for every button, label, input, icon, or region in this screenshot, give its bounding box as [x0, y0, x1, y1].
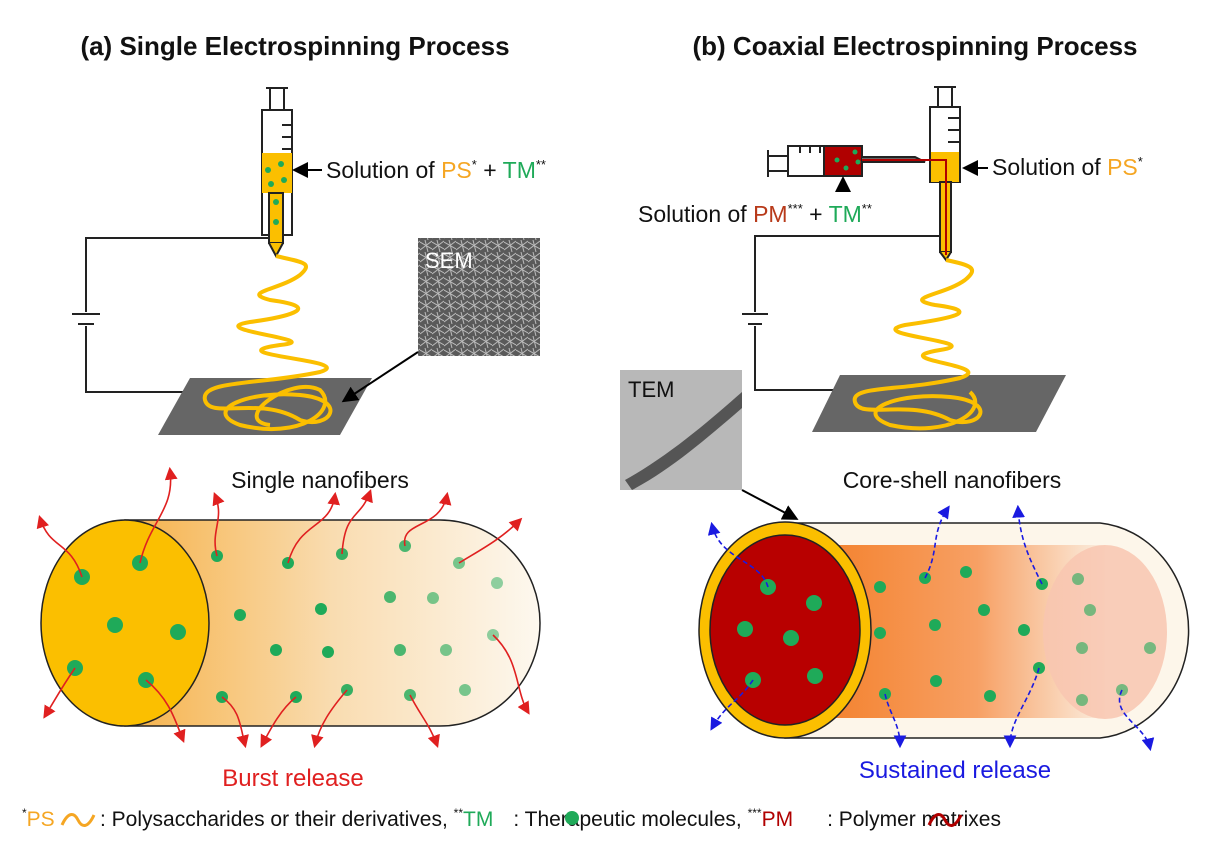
- burst-release-label: Burst release: [222, 765, 363, 792]
- circuit-b: [742, 235, 940, 391]
- tm-dot-icon: [565, 811, 579, 825]
- arrow: [341, 351, 419, 403]
- panel-b-title: (b) Coaxial Electrospinning Process: [693, 31, 1138, 61]
- tem-fiber: [625, 392, 742, 490]
- core-needle: [862, 159, 947, 255]
- sem-label: SEM: [425, 248, 473, 273]
- fiber-jet-a: [202, 254, 333, 432]
- collector-a: [158, 378, 372, 435]
- single-nanofibers-label: Single nanofibers: [231, 467, 409, 493]
- panel-b-shell-solution-label: Solution of PS*: [992, 154, 1143, 180]
- circuit-a: [72, 237, 270, 393]
- panel-a-title: (a) Single Electrospinning Process: [80, 31, 509, 61]
- fiber-jet-b: [852, 258, 983, 431]
- footnote-text: *PS: [22, 806, 55, 831]
- sem-image: [418, 238, 540, 356]
- panel-a-solution-label: Solution of PS* + TM**: [326, 157, 546, 183]
- arrow: [741, 489, 799, 520]
- footnote-legend: *PS : Polysaccharides or their derivativ…: [22, 806, 1001, 831]
- ps-wave-icon: [60, 813, 96, 827]
- single-nanofiber-cylinder: [36, 466, 541, 749]
- single-syringe: [261, 87, 293, 259]
- sustained-release-label: Sustained release: [859, 757, 1051, 784]
- pm-wave-icon: [927, 813, 963, 827]
- panel-b-core-solution-label: Solution of PM*** + TM**: [638, 201, 872, 227]
- tem-image: [620, 370, 742, 490]
- coaxial-syringe: [767, 86, 961, 262]
- core-shell-nanofibers-label: Core-shell nanofibers: [843, 467, 1062, 493]
- footnote-defs: : Polysaccharides or their derivatives, …: [100, 806, 1001, 831]
- syringe-molecules: [265, 161, 287, 225]
- core-shell-nanofiber-cylinder: [698, 504, 1190, 752]
- tem-label: TEM: [628, 377, 674, 402]
